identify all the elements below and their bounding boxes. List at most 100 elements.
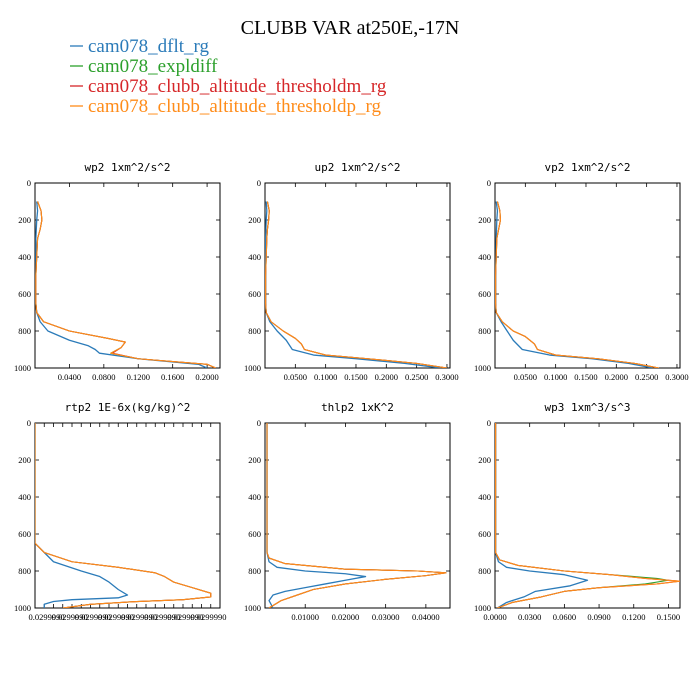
series-line-cam078_clubb_altitude_thresholdp_rg [35,423,212,608]
x-tick-label: 0.1200 [127,372,150,382]
y-tick-label: 0 [487,178,491,188]
x-tick-label: 0.0000 [483,612,506,622]
y-tick-label: 0 [257,178,261,188]
y-tick-label: 200 [248,215,261,225]
y-tick-label: 400 [248,252,261,262]
x-tick-label: 0.0299990 [75,612,111,622]
plot-frame [264,422,451,609]
y-tick-label: 200 [18,215,31,225]
series-line-cam078_expldiff [266,423,447,608]
series-line-cam078_expldiff [35,423,212,608]
panel-title: rtp2 1E-6x(kg/kg)^2 [65,401,191,414]
panel-title: up2 1xm^2/s^2 [314,161,400,174]
series-line-cam078_clubb_altitude_thresholdp_rg [35,201,216,368]
x-tick-label: 0.3000 [435,372,458,382]
series-line-cam078_dflt_rg [265,201,441,368]
y-tick-label: 0 [27,178,31,188]
y-tick-label: 800 [478,326,491,336]
x-tick-label: 0.1200 [622,612,645,622]
y-tick-label: 1000 [14,603,31,613]
series-line-cam078_expldiff [265,201,448,368]
y-tick-label: 1000 [244,603,261,613]
y-tick-label: 1000 [14,363,31,373]
y-tick-label: 0 [257,418,261,428]
series-line-cam078_clubb_altitude_thresholdp_rg [495,423,680,608]
panel-title: thlp2 1xK^2 [321,401,394,414]
y-tick-label: 0 [487,418,491,428]
y-tick-label: 400 [18,492,31,502]
series-line-cam078_dflt_rg [495,201,653,368]
x-tick-label: 0.1500 [657,612,680,622]
y-tick-label: 600 [478,529,491,539]
legend-label-cam078_clubb_altitude_thresholdm_rg: cam078_clubb_altitude_thresholdm_rg [88,76,387,97]
series-line-cam078_clubb_altitude_thresholdp_rg [495,201,659,368]
y-tick-label: 400 [248,492,261,502]
x-tick-label: 0.3000 [665,372,688,382]
y-tick-label: 600 [248,529,261,539]
panel-title: vp2 1xm^2/s^2 [544,161,630,174]
panel-title: wp2 1xm^2/s^2 [84,161,170,174]
y-tick-label: 800 [478,566,491,576]
x-tick-label: 0.0299990 [52,612,88,622]
panel-1: wp2 1xm^2/s^2 0 200 400 600 800 1000 0.0400 0.08… [14,161,221,382]
legend-label-cam078_expldiff: cam078_expldiff [88,56,218,77]
series-line-cam078_expldiff [35,201,216,368]
legend-label-cam078_dflt_rg: cam078_dflt_rg [88,36,210,57]
x-tick-label: 0.0900 [587,612,610,622]
x-tick-label: 0.0400 [58,372,81,382]
x-tick-label: 0.0299990 [144,612,180,622]
x-tick-label: 0.2000 [605,372,628,382]
x-tick-label: 0.1600 [161,372,184,382]
plot-frame [264,182,451,369]
x-tick-label: 0.1500 [344,372,367,382]
series-line-cam078_expldiff [495,201,659,368]
x-tick-label: 0.0299990 [190,612,226,622]
y-tick-label: 600 [248,289,261,299]
x-tick-label: 0.2500 [635,372,658,382]
series-line-cam078_dflt_rg [35,423,129,608]
y-tick-label: 200 [248,455,261,465]
series-line-cam078_clubb_altitude_thresholdm_rg [35,423,212,608]
panel-title: wp3 1xm^3/s^3 [544,401,630,414]
series-line-cam078_dflt_rg [266,423,367,608]
y-tick-label: 600 [18,529,31,539]
y-tick-label: 800 [248,326,261,336]
y-tick-label: 1000 [474,363,491,373]
x-tick-label: 0.02000 [332,612,360,622]
x-tick-label: 0.0299990 [29,612,65,622]
x-tick-label: 0.1500 [574,372,597,382]
panel-3: vp2 1xm^2/s^2 0 200 400 600 800 1000 0.0500 0.10… [474,161,689,382]
series-line-cam078_clubb_altitude_thresholdm_rg [265,201,448,368]
plot-frame [494,182,681,369]
y-tick-label: 600 [18,289,31,299]
y-tick-label: 0 [27,418,31,428]
panel-2: up2 1xm^2/s^2 0 200 400 600 800 1000 0.0500 0.10… [244,161,459,382]
plot-frame [34,182,221,369]
y-tick-label: 1000 [244,363,261,373]
figure-title: CLUBB VAR at250E,-17N [241,17,460,39]
series-line-cam078_expldiff [495,423,669,608]
x-tick-label: 0.0300 [518,612,541,622]
legend: cam078_dflt_rgcam078_expldiffcam078_club… [70,36,387,117]
x-tick-label: 0.1000 [544,372,567,382]
series-line-cam078_clubb_altitude_thresholdp_rg [265,201,448,368]
y-tick-label: 1000 [474,603,491,613]
y-tick-label: 600 [478,289,491,299]
y-tick-label: 400 [478,252,491,262]
x-tick-label: 0.0600 [553,612,576,622]
x-tick-label: 0.0500 [514,372,537,382]
series-line-cam078_clubb_altitude_thresholdp_rg [266,423,447,608]
x-tick-label: 0.0299990 [167,612,203,622]
series-line-cam078_clubb_altitude_thresholdm_rg [35,201,216,368]
x-tick-label: 0.0299990 [121,612,157,622]
y-tick-label: 800 [18,326,31,336]
panel-4: rtp2 1E-6x(kg/kg)^2020040060080010000.02… [14,401,227,622]
series-line-cam078_dflt_rg [495,423,589,608]
x-tick-label: 0.01000 [291,612,319,622]
x-tick-label: 0.03000 [372,612,400,622]
x-tick-label: 0.04000 [412,612,440,622]
x-tick-label: 0.1000 [314,372,337,382]
x-tick-label: 0.2500 [405,372,428,382]
x-tick-label: 0.2000 [375,372,398,382]
series-line-cam078_dflt_rg [35,201,208,368]
